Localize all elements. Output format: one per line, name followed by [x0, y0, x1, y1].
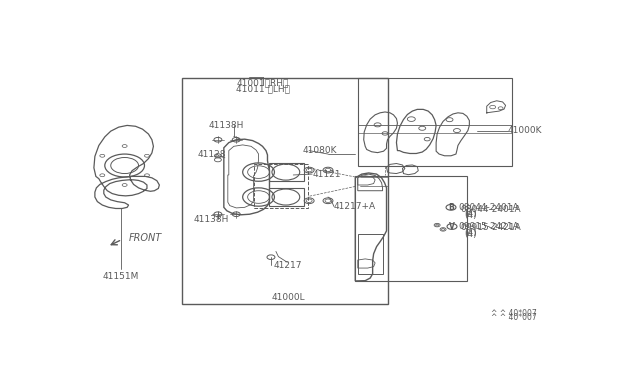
Text: 41138H: 41138H	[209, 121, 244, 130]
Text: 41001〈RH〉: 41001〈RH〉	[236, 78, 289, 87]
Text: 41000L: 41000L	[271, 293, 305, 302]
Text: (4): (4)	[465, 228, 477, 237]
Text: 41151M: 41151M	[102, 272, 139, 281]
Text: 41121: 41121	[312, 170, 340, 179]
Bar	[355, 176, 467, 281]
Text: 41128: 41128	[197, 150, 226, 158]
Bar	[358, 78, 511, 166]
Bar	[253, 164, 308, 208]
Text: 08044-2401A: 08044-2401A	[460, 205, 520, 214]
Text: FRONT: FRONT	[129, 233, 162, 243]
Text: ^ ^ 40*007: ^ ^ 40*007	[491, 313, 536, 322]
Bar	[269, 163, 304, 181]
Bar	[182, 78, 388, 304]
Text: ^ ^ 40*007: ^ ^ 40*007	[491, 309, 536, 318]
Text: 41217: 41217	[273, 261, 301, 270]
Text: 41138H: 41138H	[194, 215, 229, 224]
Text: 41011 〈LH〉: 41011 〈LH〉	[236, 84, 289, 93]
Bar	[269, 188, 304, 206]
Text: V: V	[449, 222, 455, 231]
Text: 41217+A: 41217+A	[334, 202, 376, 211]
Text: 09915-2421A: 09915-2421A	[460, 224, 521, 232]
Text: (4): (4)	[465, 209, 477, 218]
Text: B: B	[448, 203, 454, 212]
Text: 41080K: 41080K	[302, 146, 337, 155]
Text: (4): (4)	[465, 230, 477, 239]
Text: 09915-2421A: 09915-2421A	[458, 222, 518, 231]
Text: 08044-2401A: 08044-2401A	[458, 203, 518, 212]
Text: (4): (4)	[465, 211, 477, 220]
Text: 41000K: 41000K	[508, 126, 542, 135]
